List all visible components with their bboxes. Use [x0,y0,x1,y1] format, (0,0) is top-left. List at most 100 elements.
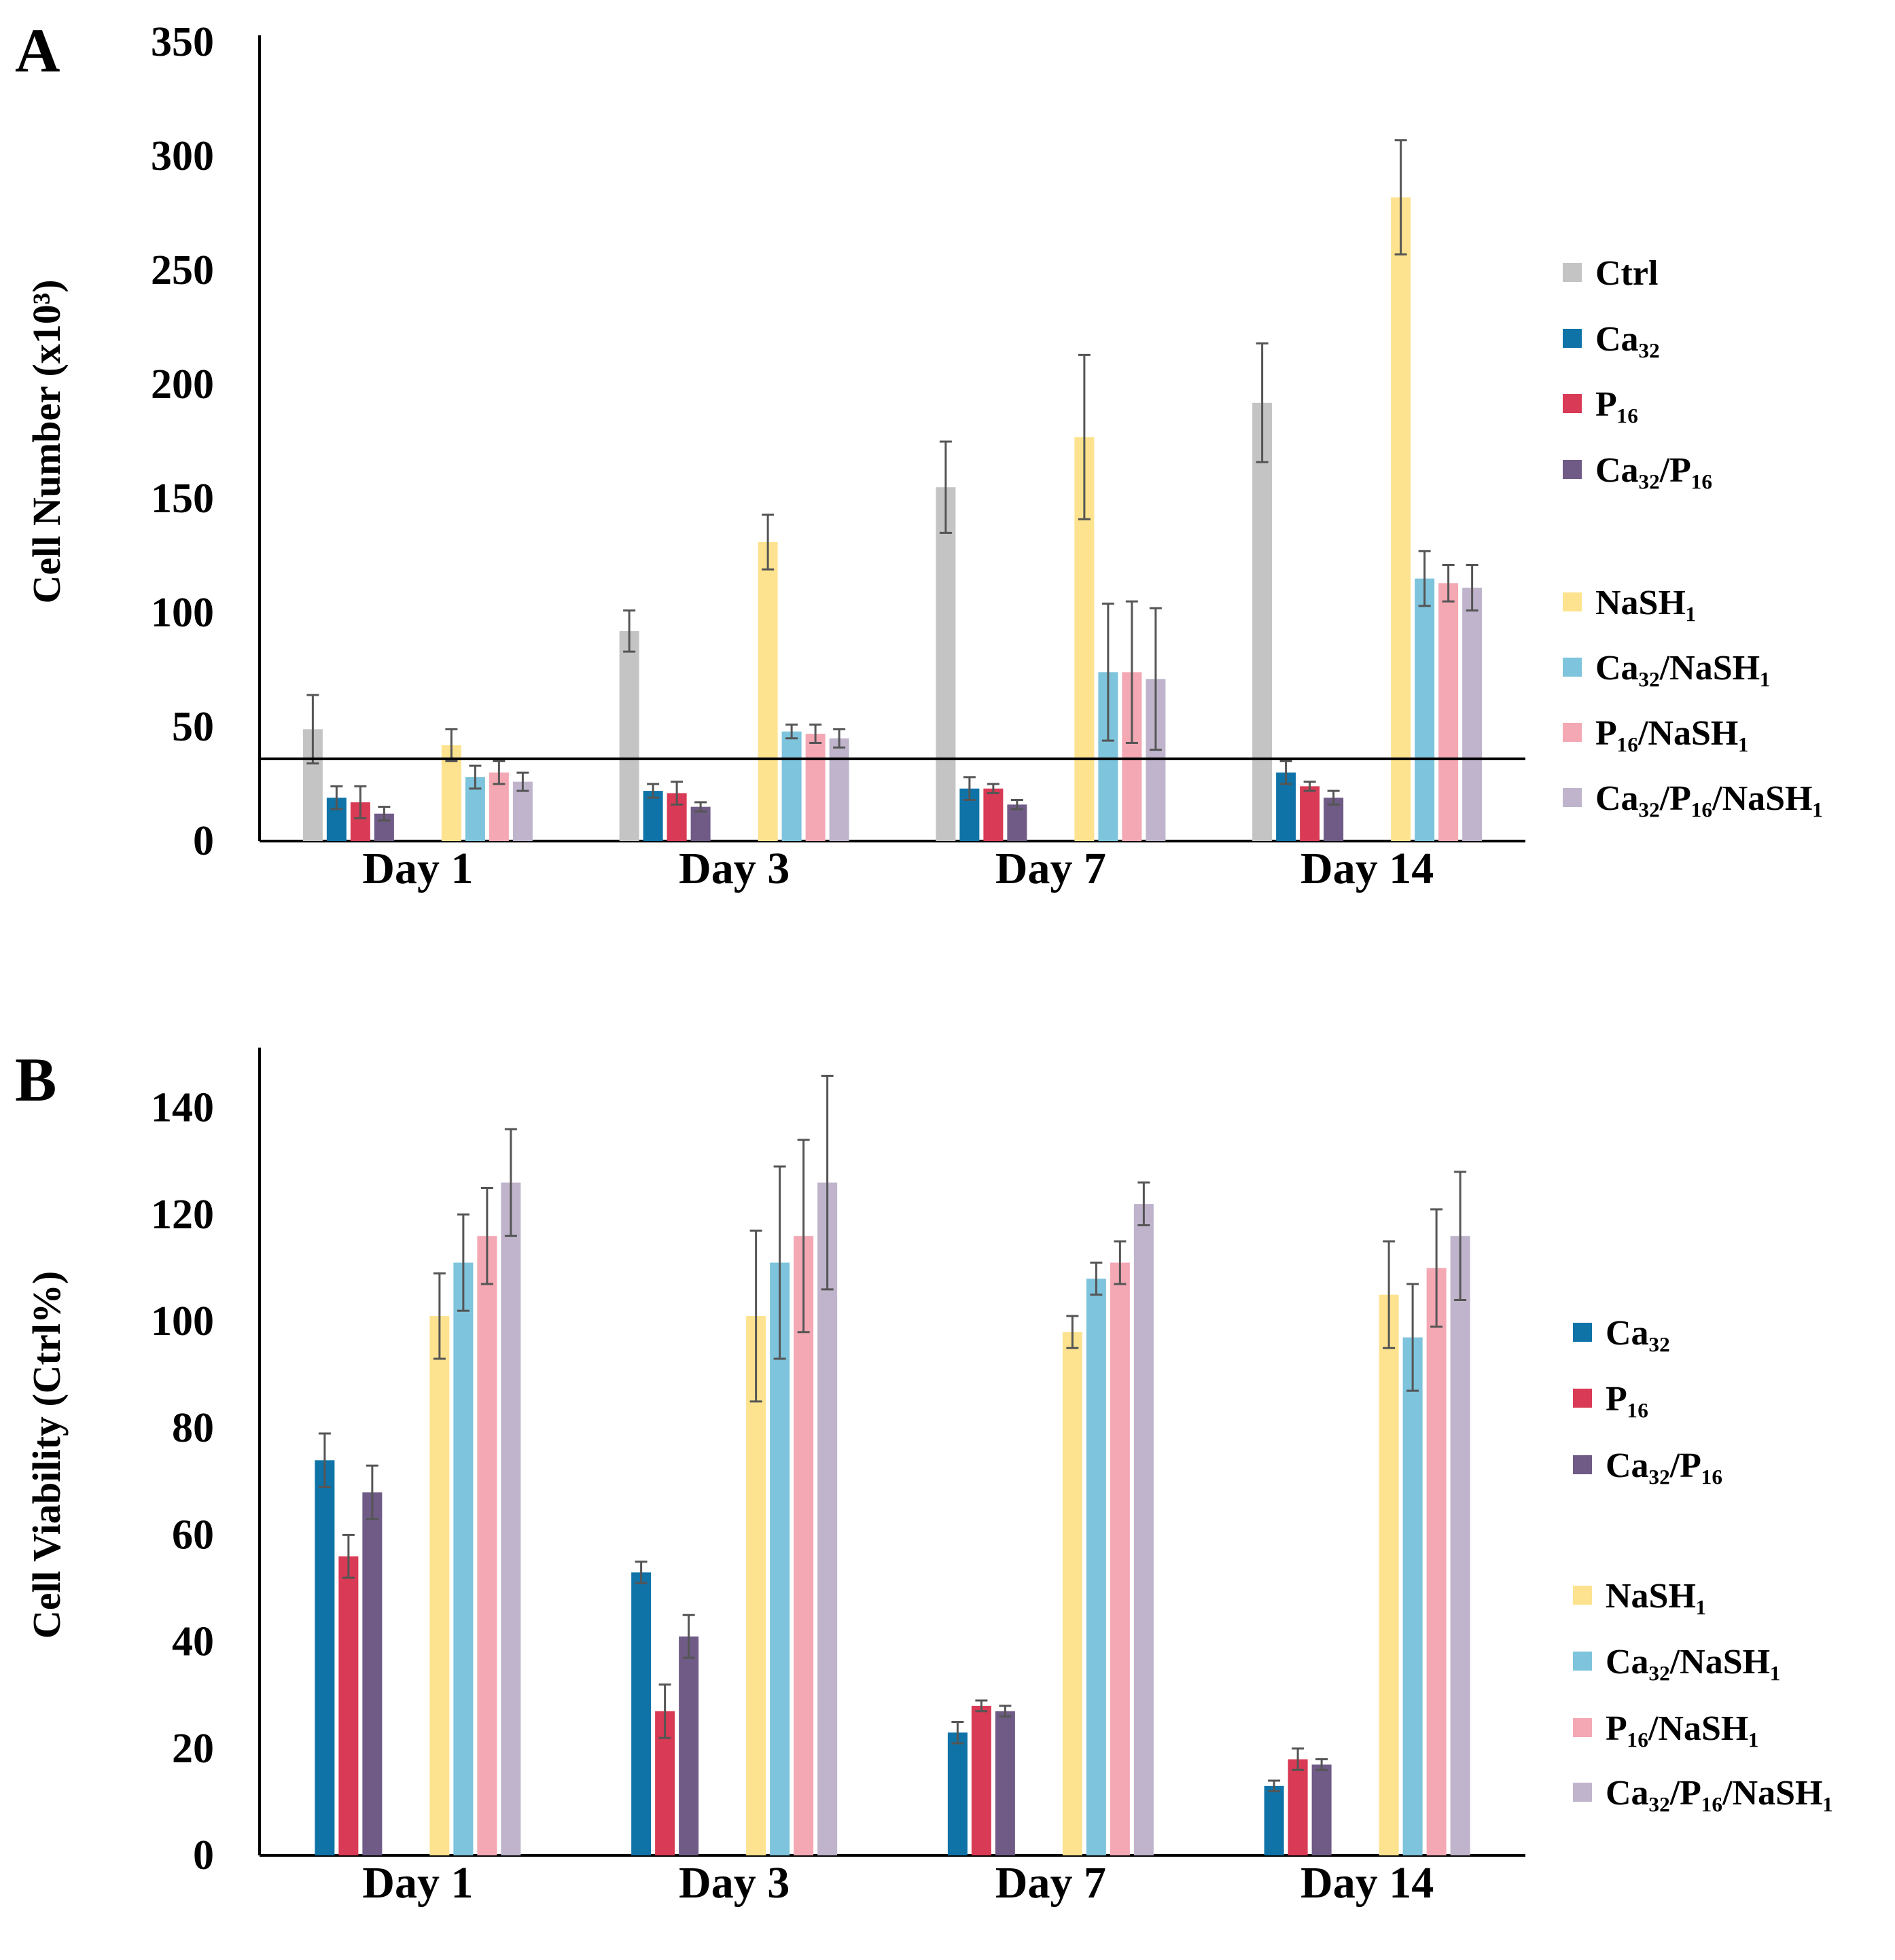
x-category-label: Day 14 [1300,1858,1434,1908]
legend-label: NaSH₁ [1595,584,1697,622]
bar [746,1316,766,1855]
bar [805,734,826,841]
bar [1086,1279,1106,1855]
y-tick-label: 350 [151,19,214,65]
x-category-label: Day 1 [362,844,473,893]
legend-swatch [1573,1389,1592,1408]
chart-panel-a: 0 50 100 150 200 250 300 350 Cell Number (x10³) D… [24,19,1823,893]
y-tick-label: 40 [172,1619,214,1665]
bar [690,806,711,841]
legend-swatch [1563,263,1582,282]
legend-label: Ca₃₂/P₁₆ [1606,1446,1722,1485]
legend-swatch [1573,1586,1592,1605]
y-tick-label: 300 [151,133,214,179]
bar [995,1711,1015,1855]
legend-swatch [1573,1455,1592,1474]
x-category-label: Day 3 [679,1858,790,1908]
y-tick-label: 120 [151,1192,214,1238]
bar [453,1262,474,1855]
bar [1288,1759,1308,1855]
bar [1311,1764,1332,1855]
legend-swatch [1573,1783,1592,1802]
bar [643,791,663,841]
bar [1391,197,1411,842]
bar [631,1572,652,1855]
legend-label: Ctrl [1595,254,1658,293]
legend-swatch [1563,788,1582,807]
bar [1252,402,1273,841]
bar [1133,1204,1154,1855]
bar [1415,578,1435,841]
bar [1462,588,1483,841]
bar [781,731,802,841]
legend-swatch [1563,592,1582,611]
y-tick-label: 250 [151,247,214,293]
bar [362,1492,383,1855]
y-tick-label: 200 [151,361,214,408]
bar [1426,1268,1447,1855]
legend-label: P₁₆/NaSH₁ [1606,1709,1759,1748]
legend-label: Ca₃₂/P₁₆/NaSH₁ [1595,779,1823,818]
bar [679,1636,699,1855]
y-axis-label: Cell Number (x10³) [24,279,69,603]
legend-label: P₁₆ [1606,1380,1648,1419]
legend-label: P₁₆/NaSH₁ [1595,714,1749,753]
bar [315,1460,335,1855]
bar [829,738,849,841]
legend-swatch [1563,394,1582,413]
x-category-label: Day 1 [362,1858,473,1908]
legend-label: Ca₃₂/P₁₆/NaSH₁ [1606,1774,1833,1813]
legend-swatch [1563,723,1582,742]
legend-label: Ca₃₂ [1595,320,1660,359]
legend-swatch [1573,1718,1592,1737]
y-tick-label: 80 [172,1405,214,1451]
y-tick-label: 50 [172,704,214,750]
bar [477,1236,497,1855]
y-tick-label: 100 [151,590,214,636]
bar [971,1705,991,1855]
panel-b-letter: B [15,1045,56,1114]
y-tick-label: 150 [151,476,214,522]
legend-swatch [1563,460,1582,479]
bar [983,788,1004,841]
chart-panel-b: 0 20 40 60 80 100 120 140 Cell Viability (Ctrl%)… [24,1048,1833,1908]
bar [770,1262,790,1855]
legend-label: P₁₆ [1595,385,1638,424]
y-axis-label: Cell Viability (Ctrl%) [24,1271,69,1639]
panel-a-letter: A [15,16,60,85]
bar [1300,786,1320,841]
y-tick-label: 100 [151,1298,214,1344]
bar [501,1182,521,1855]
bar [429,1316,450,1855]
legend-label: NaSH₁ [1606,1577,1707,1616]
legend-label: Ca₃₂ [1606,1314,1670,1353]
legend-swatch [1563,329,1582,348]
y-tick-label: 20 [172,1726,214,1772]
x-category-label: Day 3 [679,844,790,893]
legend-swatch [1573,1323,1592,1342]
bar [1450,1236,1470,1855]
bar [1438,583,1459,841]
bar [1402,1337,1423,1855]
bar [947,1732,968,1855]
legend-label: Ca₃₂/NaSH₁ [1595,649,1771,688]
bar [1110,1262,1130,1855]
y-tick-label: 60 [172,1512,214,1558]
x-category-label: Day 14 [1300,844,1434,893]
bar [1379,1294,1399,1855]
bar [1007,804,1027,841]
x-category-label: Day 7 [995,844,1106,893]
y-tick-label: 140 [151,1085,214,1131]
legend-label: Ca₃₂/NaSH₁ [1606,1643,1781,1681]
bar [619,630,639,841]
bar [817,1182,838,1855]
bar [936,487,956,841]
legend-label: Ca₃₂/P₁₆ [1595,451,1712,490]
x-category-label: Day 7 [995,1858,1106,1908]
y-tick-label: 0 [193,1832,214,1878]
legend-swatch [1563,658,1582,677]
bar [338,1556,359,1855]
bar [758,541,778,841]
y-tick-label: 0 [193,818,214,864]
